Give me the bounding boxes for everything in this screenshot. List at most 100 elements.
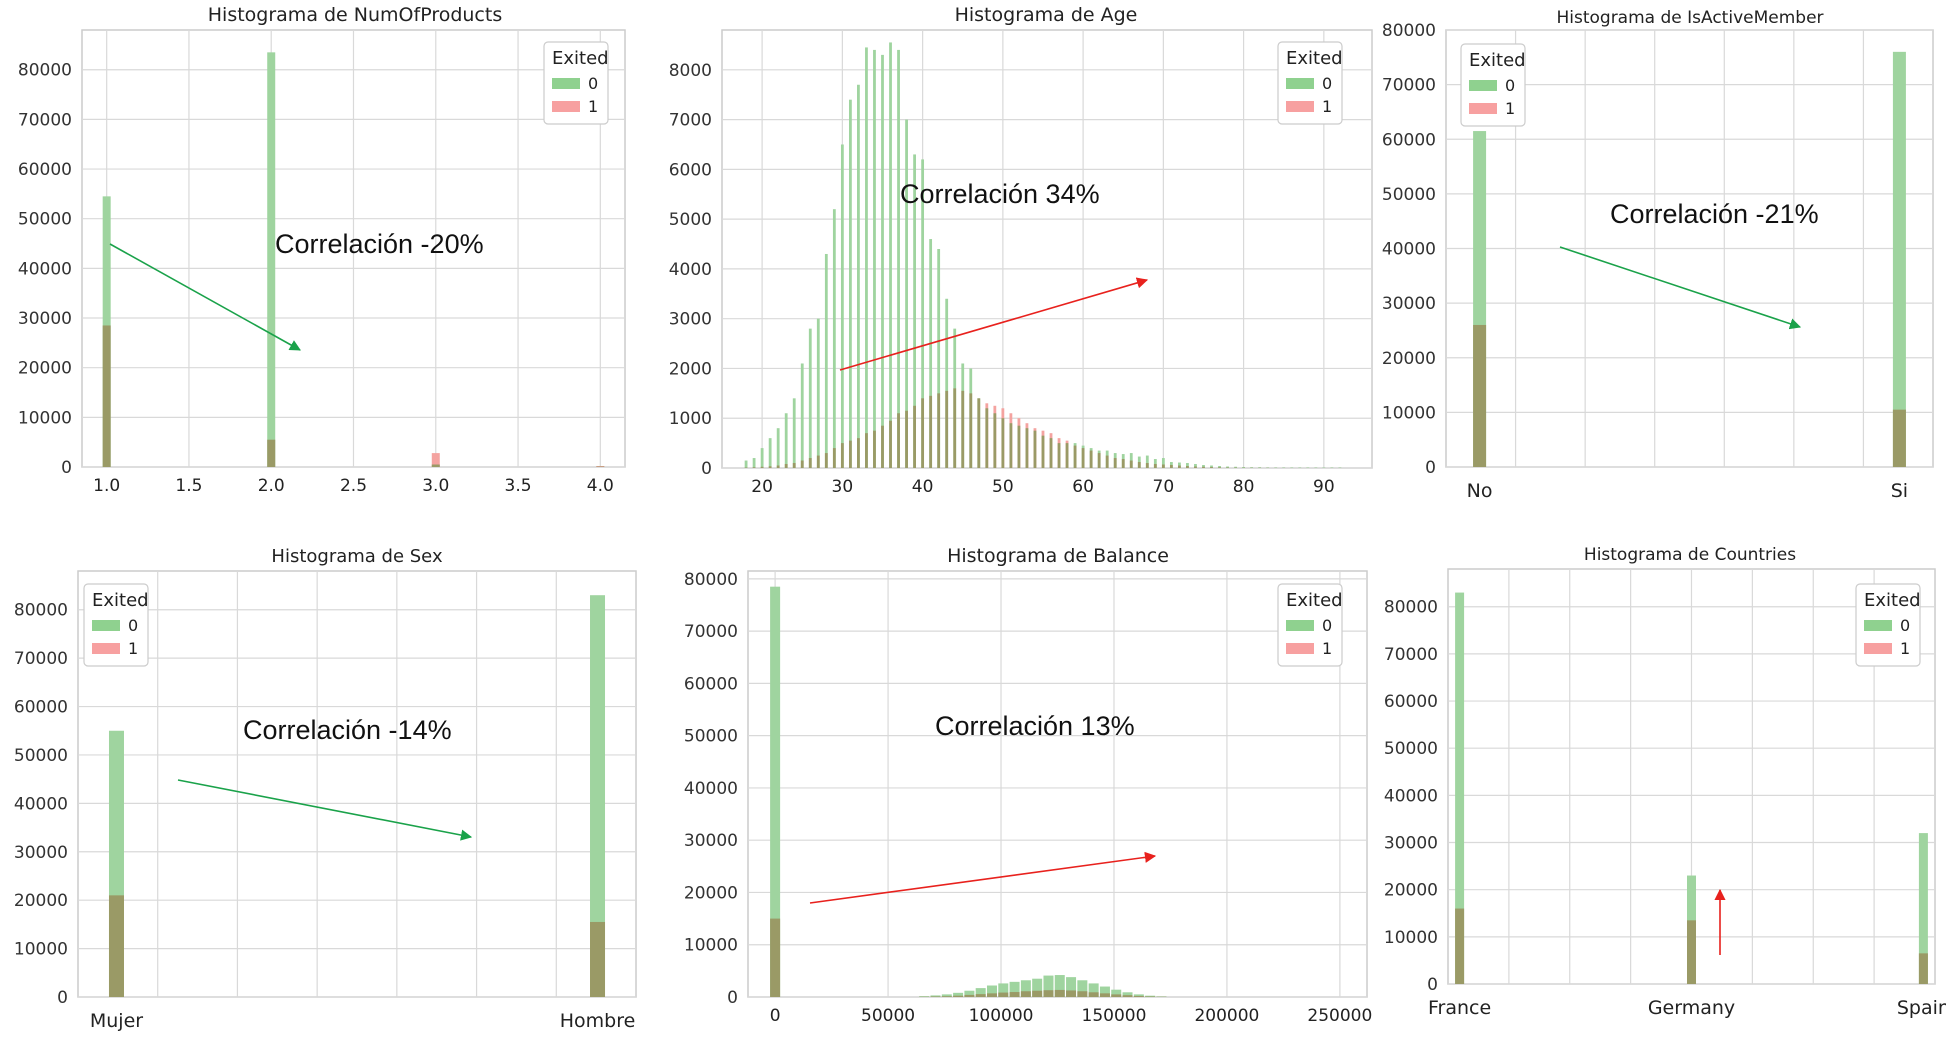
legend-label-1: 1 [128, 639, 138, 658]
legend-title: Exited [92, 590, 149, 611]
bar-exited-0 [817, 319, 820, 468]
bar-overlap [889, 421, 892, 468]
bar-exited-0 [777, 428, 780, 468]
bar-overlap [432, 465, 440, 467]
bar-exited-0 [1893, 52, 1906, 467]
x-tick-label: 3.0 [422, 476, 449, 496]
y-tick-label: 10000 [1382, 403, 1436, 423]
x-tick-label: 70 [1153, 477, 1175, 497]
bar-overlap [1106, 456, 1109, 468]
bar-exited-0 [809, 329, 812, 468]
y-tick-label: 10000 [684, 936, 738, 956]
chart-4: 0100002000030000400005000060000700008000… [14, 546, 636, 1032]
chart-title: Histograma de NumOfProducts [208, 4, 502, 26]
bar-overlap [873, 431, 876, 468]
bar-overlap [931, 996, 941, 997]
bar-overlap [833, 448, 836, 468]
bar-overlap [267, 440, 275, 467]
bar-overlap [1009, 423, 1012, 468]
correlation-annotation: Correlación -20% [275, 229, 484, 259]
y-tick-label: 30000 [684, 831, 738, 851]
y-tick-label: 10000 [14, 940, 68, 960]
legend-swatch-0 [552, 78, 580, 89]
x-tick-label: Spain [1897, 997, 1946, 1019]
bar-overlap [1100, 993, 1110, 997]
bar-overlap [109, 895, 124, 997]
x-tick-label: 30 [832, 477, 854, 497]
bar-overlap [1077, 991, 1087, 997]
legend-swatch-1 [1864, 643, 1892, 654]
legend-title: Exited [552, 48, 609, 69]
correlation-annotation: Correlación -14% [243, 715, 452, 745]
y-tick-label: 2000 [669, 359, 712, 379]
legend-label-0: 0 [1505, 76, 1515, 95]
x-tick-label: France [1428, 997, 1491, 1019]
bar-exited-0 [745, 461, 748, 468]
chart-title: Histograma de Sex [271, 546, 443, 567]
legend-title: Exited [1286, 590, 1343, 611]
y-tick-label: 30000 [14, 843, 68, 863]
bar-overlap [1130, 461, 1133, 468]
x-tick-label: 250000 [1307, 1006, 1372, 1026]
bar-overlap [1146, 463, 1149, 468]
bar-overlap [1066, 443, 1069, 468]
y-tick-label: 70000 [18, 110, 72, 130]
bar-overlap [1134, 996, 1144, 997]
legend-swatch-0 [1286, 620, 1314, 631]
legend-swatch-0 [92, 620, 120, 631]
y-tick-label: 80000 [1384, 598, 1438, 618]
bar-overlap [1170, 465, 1173, 468]
bar-overlap [590, 922, 605, 997]
bar-exited-0 [841, 144, 844, 468]
bar-overlap [977, 398, 980, 468]
y-tick-label: 80000 [684, 570, 738, 590]
bar-overlap [841, 443, 844, 468]
y-tick-label: 10000 [1384, 928, 1438, 948]
legend-label-1: 1 [1505, 99, 1515, 118]
legend-swatch-1 [1286, 101, 1314, 112]
bar-overlap [1123, 995, 1133, 997]
legend-swatch-1 [92, 643, 120, 654]
chart-title: Histograma de Countries [1584, 545, 1796, 565]
legend-swatch-1 [1286, 643, 1314, 654]
bar-exited-0 [753, 458, 756, 468]
bar-overlap [103, 325, 111, 467]
chart-5: 0100002000030000400005000060000700008000… [684, 545, 1372, 1026]
bar-overlap [969, 393, 972, 468]
bar-overlap [769, 466, 772, 468]
bar-overlap [953, 996, 963, 997]
bar-overlap [905, 411, 908, 468]
y-tick-label: 40000 [18, 259, 72, 279]
x-tick-label: Germany [1648, 997, 1735, 1019]
y-tick-label: 20000 [1382, 349, 1436, 369]
x-tick-label: 0 [770, 1006, 781, 1026]
y-tick-label: 60000 [1382, 130, 1436, 150]
bar-overlap [964, 995, 974, 997]
bar-overlap [1210, 467, 1213, 468]
legend-label-1: 1 [1322, 639, 1332, 658]
bar-overlap [1138, 462, 1141, 468]
bar-overlap [1042, 436, 1045, 468]
x-tick-label: Mujer [90, 1010, 143, 1032]
bar-overlap [1089, 992, 1099, 997]
y-tick-label: 0 [57, 988, 68, 1008]
x-tick-label: No [1467, 480, 1493, 502]
chart-title: Histograma de Age [955, 4, 1138, 26]
x-tick-label: 200000 [1194, 1006, 1259, 1026]
x-tick-label: 50000 [861, 1006, 915, 1026]
bar-overlap [913, 406, 916, 468]
bar-overlap [993, 413, 996, 468]
y-tick-label: 8000 [669, 61, 712, 81]
x-tick-label: 80 [1233, 477, 1255, 497]
y-tick-label: 30000 [1382, 294, 1436, 314]
y-tick-label: 40000 [1382, 240, 1436, 260]
bar-overlap [1018, 426, 1021, 468]
x-tick-label: 3.5 [505, 476, 532, 496]
x-tick-label: 60 [1072, 477, 1094, 497]
bar-overlap [761, 467, 764, 468]
legend-title: Exited [1864, 590, 1921, 611]
bar-exited-0 [761, 448, 764, 468]
